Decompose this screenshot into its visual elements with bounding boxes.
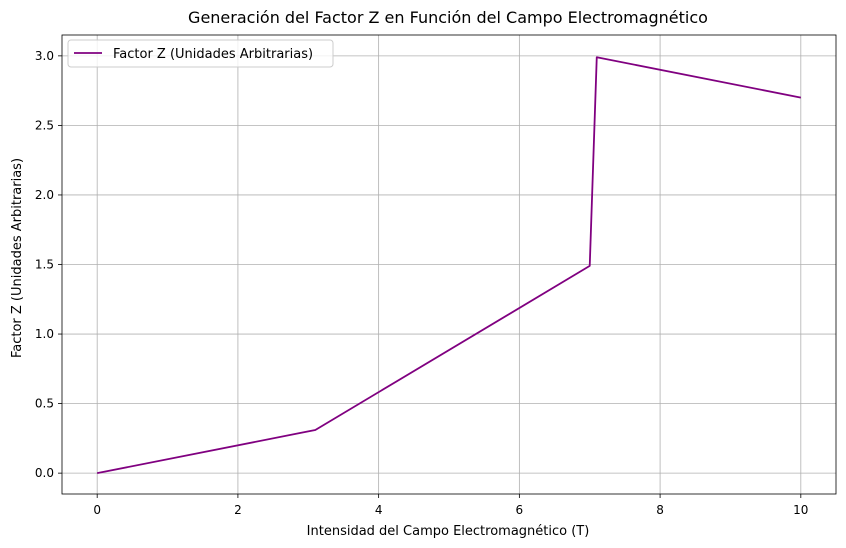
grid xyxy=(62,35,836,494)
y-tick-label: 3.0 xyxy=(35,49,54,63)
x-tick-label: 6 xyxy=(516,503,524,517)
legend-box xyxy=(67,39,334,68)
chart-title: Generación del Factor Z en Función del C… xyxy=(188,8,708,27)
x-tick-label: 0 xyxy=(93,503,101,517)
x-tick-label: 2 xyxy=(234,503,242,517)
y-tick-label: 2.0 xyxy=(35,188,54,202)
y-tick-label: 1.0 xyxy=(35,327,54,341)
ticks: 0 2 4 6 8 10 0.0 0.5 1.0 1.5 2.0 2.5 3.0 xyxy=(35,49,809,517)
y-tick-label: 2.5 xyxy=(35,118,54,132)
legend-label: Factor Z (Unidades Arbitrarias) xyxy=(113,47,313,62)
y-tick-label: 1.5 xyxy=(35,258,54,272)
y-axis-label: Factor Z (Unidades Arbitrarias) xyxy=(10,158,25,358)
x-tick-label: 10 xyxy=(793,503,808,517)
legend: Factor Z (Unidades Arbitrarias) xyxy=(67,39,334,68)
y-tick-label: 0.0 xyxy=(35,466,54,480)
series-layer xyxy=(97,56,801,475)
x-axis-label: Intensidad del Campo Electromagnético (T… xyxy=(307,524,590,539)
x-tick-label: 4 xyxy=(375,503,383,517)
x-tick-label: 8 xyxy=(656,503,664,517)
series-line-0 xyxy=(97,56,801,475)
y-tick-label: 0.5 xyxy=(35,397,54,411)
